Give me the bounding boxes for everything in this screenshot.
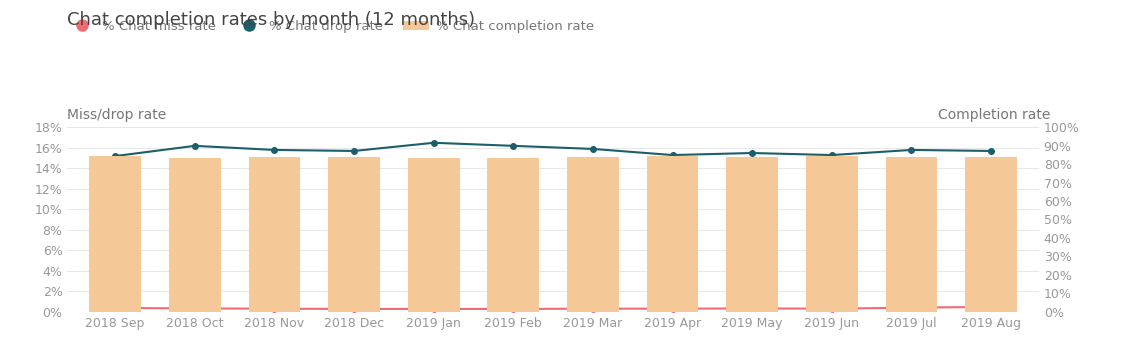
Bar [168,158,220,312]
Bar [328,157,380,312]
Bar [567,157,619,312]
Bar [965,157,1017,312]
Bar [89,156,141,312]
Legend: % Chat miss rate, % Chat drop rate, % Chat completion rate: % Chat miss rate, % Chat drop rate, % Ch… [70,20,594,33]
Text: Chat completion rates by month (12 months): Chat completion rates by month (12 month… [67,11,475,29]
Text: Completion rate: Completion rate [938,108,1050,122]
Bar [487,158,539,312]
Bar [886,157,938,312]
Bar [248,157,300,312]
Bar [647,156,699,312]
Bar [408,158,459,312]
Bar [806,156,858,312]
Bar [727,156,778,312]
Text: Miss/drop rate: Miss/drop rate [67,108,166,122]
